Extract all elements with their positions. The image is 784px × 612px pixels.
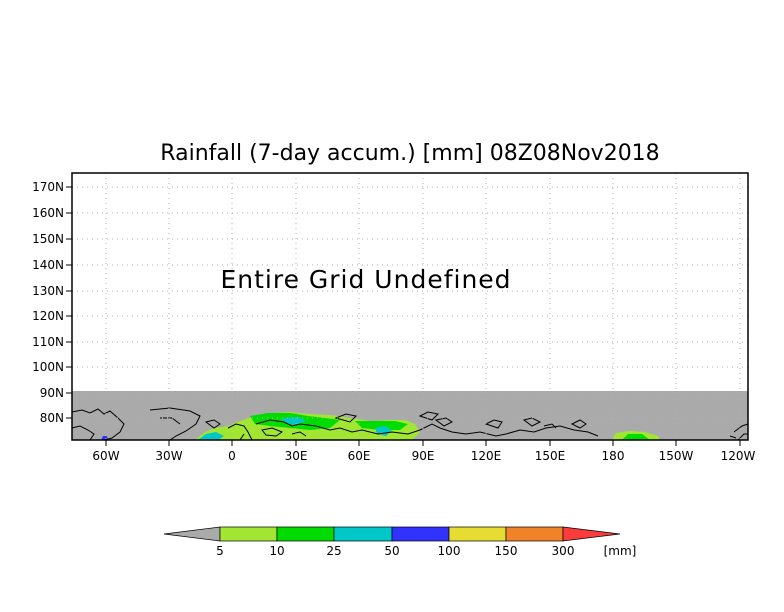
colorbar-unit: [mm] xyxy=(604,544,637,558)
rainfall-patch-medium xyxy=(622,434,650,440)
colorbar-swatch xyxy=(505,526,564,542)
rainfall-patch-heavy xyxy=(198,432,224,440)
colorbar-swatch-below xyxy=(163,526,221,542)
rainfall-patches xyxy=(101,412,660,440)
lat-label: 130N xyxy=(32,284,64,298)
colorbar-label: 150 xyxy=(495,544,518,558)
colorbar-swatch xyxy=(448,526,507,542)
lat-label: 120N xyxy=(32,309,64,323)
lon-label: 60W xyxy=(92,449,119,463)
colorbar-label: 25 xyxy=(326,544,341,558)
colorbar-label: 300 xyxy=(552,544,575,558)
map-frame xyxy=(71,172,749,441)
lat-label: 150N xyxy=(32,232,64,246)
lon-label: 150E xyxy=(535,449,566,463)
lat-label: 110N xyxy=(32,335,64,349)
colorbar-label: 10 xyxy=(269,544,284,558)
lon-label: 90E xyxy=(412,449,435,463)
axis-ticks xyxy=(66,186,741,446)
coastline-segment xyxy=(334,413,358,423)
map-title: Rainfall (7-day accum.) [mm] 08Z08Nov201… xyxy=(160,141,659,166)
lon-label: 30E xyxy=(285,449,308,463)
coastline-segment xyxy=(484,419,503,429)
lon-label: 120E xyxy=(471,449,502,463)
coastline-segment xyxy=(227,423,253,441)
lat-label: 160N xyxy=(32,206,64,220)
undefined-grid-message: Entire Grid Undefined xyxy=(220,265,511,294)
rainfall-patch-heavy xyxy=(282,417,306,425)
lon-label: 120W xyxy=(721,449,756,463)
lon-label: 150W xyxy=(659,449,694,463)
lat-label: 100N xyxy=(32,360,64,374)
lat-label: 140N xyxy=(32,258,64,272)
colorbar-swatch xyxy=(276,526,335,542)
coastline-segment xyxy=(291,431,307,437)
colorbar: 5 10 25 50 100 150 300 [mm] xyxy=(163,526,637,558)
coastline-segment xyxy=(204,419,221,429)
lat-label: 170N xyxy=(32,180,64,194)
colorbar-swatch xyxy=(333,526,393,542)
lon-label: 30W xyxy=(155,449,182,463)
colorbar-swatch-above xyxy=(562,526,621,542)
colorbar-swatch xyxy=(391,526,450,542)
coastline-segment xyxy=(255,419,599,437)
coastline-segment xyxy=(71,425,95,441)
coastline-segment xyxy=(570,419,587,429)
coastline-segment xyxy=(418,411,453,427)
colorbar-label: 100 xyxy=(438,544,461,558)
lat-label: 90N xyxy=(40,386,64,400)
coastline-segment xyxy=(522,417,557,429)
lon-label: 180 xyxy=(602,449,625,463)
longitude-labels: 60W 30W 0 30E 60E 90E 120E 150E 180 150W… xyxy=(92,449,755,463)
coastline-segment xyxy=(261,427,284,437)
lat-label: 80N xyxy=(40,411,64,425)
coastline-segment xyxy=(71,408,125,441)
coastlines xyxy=(71,407,749,441)
lon-label: 60E xyxy=(348,449,371,463)
colorbar-swatch xyxy=(219,526,278,542)
latitude-labels: 170N 160N 150N 140N 130N 120N 110N 100N … xyxy=(32,180,64,425)
rainfall-patch-medium xyxy=(355,421,408,430)
lon-label: 0 xyxy=(228,449,236,463)
colorbar-label: 5 xyxy=(216,544,224,558)
colorbar-label: 50 xyxy=(384,544,399,558)
